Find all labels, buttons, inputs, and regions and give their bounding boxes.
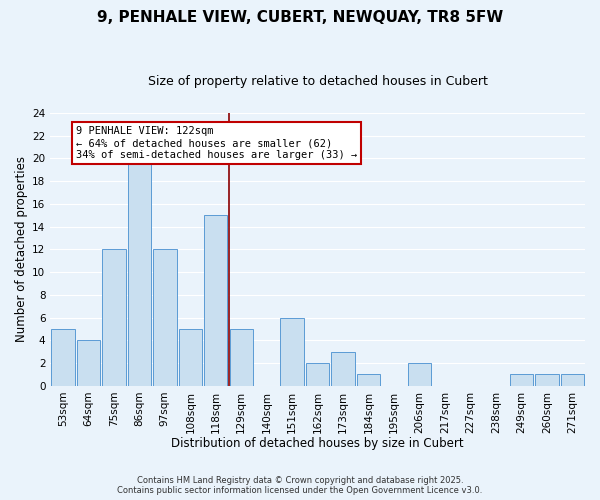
Bar: [128, 158, 151, 386]
Bar: [204, 215, 227, 386]
X-axis label: Distribution of detached houses by size in Cubert: Distribution of detached houses by size …: [172, 437, 464, 450]
Bar: [230, 329, 253, 386]
Text: Contains HM Land Registry data © Crown copyright and database right 2025.
Contai: Contains HM Land Registry data © Crown c…: [118, 476, 482, 495]
Bar: [179, 329, 202, 386]
Bar: [102, 250, 125, 386]
Title: Size of property relative to detached houses in Cubert: Size of property relative to detached ho…: [148, 75, 488, 88]
Bar: [77, 340, 100, 386]
Bar: [331, 352, 355, 386]
Text: 9, PENHALE VIEW, CUBERT, NEWQUAY, TR8 5FW: 9, PENHALE VIEW, CUBERT, NEWQUAY, TR8 5F…: [97, 10, 503, 25]
Bar: [153, 250, 176, 386]
Bar: [51, 329, 75, 386]
Bar: [408, 363, 431, 386]
Bar: [535, 374, 559, 386]
Bar: [560, 374, 584, 386]
Text: 9 PENHALE VIEW: 122sqm
← 64% of detached houses are smaller (62)
34% of semi-det: 9 PENHALE VIEW: 122sqm ← 64% of detached…: [76, 126, 357, 160]
Bar: [306, 363, 329, 386]
Y-axis label: Number of detached properties: Number of detached properties: [15, 156, 28, 342]
Bar: [357, 374, 380, 386]
Bar: [280, 318, 304, 386]
Bar: [509, 374, 533, 386]
